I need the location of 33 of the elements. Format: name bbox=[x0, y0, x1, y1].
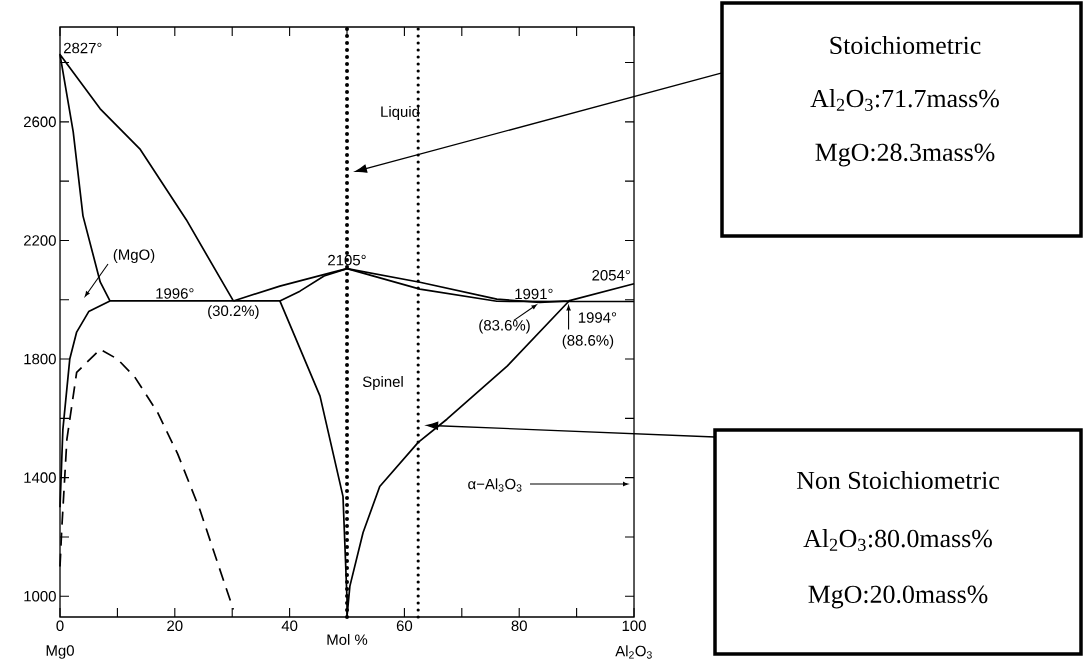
annotation: 2105° bbox=[328, 254, 366, 266]
text: Stoichiometric bbox=[830, 35, 981, 55]
y-tick-label: 2200 bbox=[23, 235, 56, 246]
x-tick-label: 40 bbox=[281, 620, 298, 632]
annotation: 1996° bbox=[156, 288, 194, 299]
y-tick-label: 1000 bbox=[24, 590, 56, 602]
annotation: (MgO) bbox=[113, 249, 155, 263]
text: Non Stoichiometric bbox=[796, 470, 1000, 490]
text: Al$_{2}$O$_{3}$ bbox=[615, 645, 652, 659]
x-tick-label: 80 bbox=[511, 620, 527, 632]
text: Mg0 bbox=[46, 645, 74, 659]
y-tick-label: 1800 bbox=[24, 353, 56, 365]
annotation: (88.6%) bbox=[562, 334, 614, 349]
annotation: 2054° bbox=[592, 269, 630, 281]
annotation: 1994° bbox=[578, 312, 617, 323]
text: MgO:28.3mass% bbox=[815, 143, 995, 167]
annotation: Spinel bbox=[362, 376, 403, 390]
y-tick-label: 1400 bbox=[24, 472, 56, 483]
annotation: (30.2%) bbox=[208, 305, 259, 320]
text: Al$_{2}$O$_{3}$:80.0mass% bbox=[803, 529, 992, 551]
annotation: (83.6%) bbox=[479, 319, 530, 334]
annotation: α−Al$_{3}$O$_{3}$ bbox=[468, 478, 522, 492]
annotation: 1991° bbox=[515, 288, 553, 300]
annotation: Liquid bbox=[381, 106, 419, 120]
x-tick-label: 0 bbox=[56, 620, 64, 632]
x-axis-title: Mol % bbox=[327, 633, 368, 645]
y-tick-label: 2600 bbox=[23, 116, 56, 128]
text: MgO:20.0mass% bbox=[808, 585, 988, 609]
x-tick-label: 20 bbox=[167, 620, 183, 632]
text: Al$_{2}$O$_{3}$:71.7mass% bbox=[810, 89, 999, 111]
x-tick-label: 60 bbox=[396, 620, 413, 632]
x-tick-label: 100 bbox=[622, 620, 646, 632]
annotation: 2827° bbox=[63, 42, 102, 54]
